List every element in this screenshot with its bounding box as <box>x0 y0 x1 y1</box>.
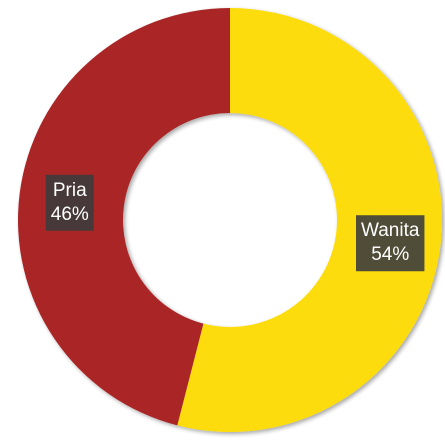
label-value: 54% <box>371 244 409 265</box>
label-background <box>45 174 94 231</box>
data-label-wanita: Wanita 54% <box>356 215 425 272</box>
slice-labels: Wanita 54% Pria 46% <box>45 174 425 272</box>
label-background <box>356 215 425 272</box>
donut-slices <box>17 8 442 432</box>
data-label-pria: Pria 46% <box>45 174 94 231</box>
label-category: Pria <box>53 180 87 201</box>
slice-pria <box>17 8 230 426</box>
slice-wanita <box>177 8 442 432</box>
label-category: Wanita <box>361 220 420 241</box>
label-value: 46% <box>51 204 89 225</box>
